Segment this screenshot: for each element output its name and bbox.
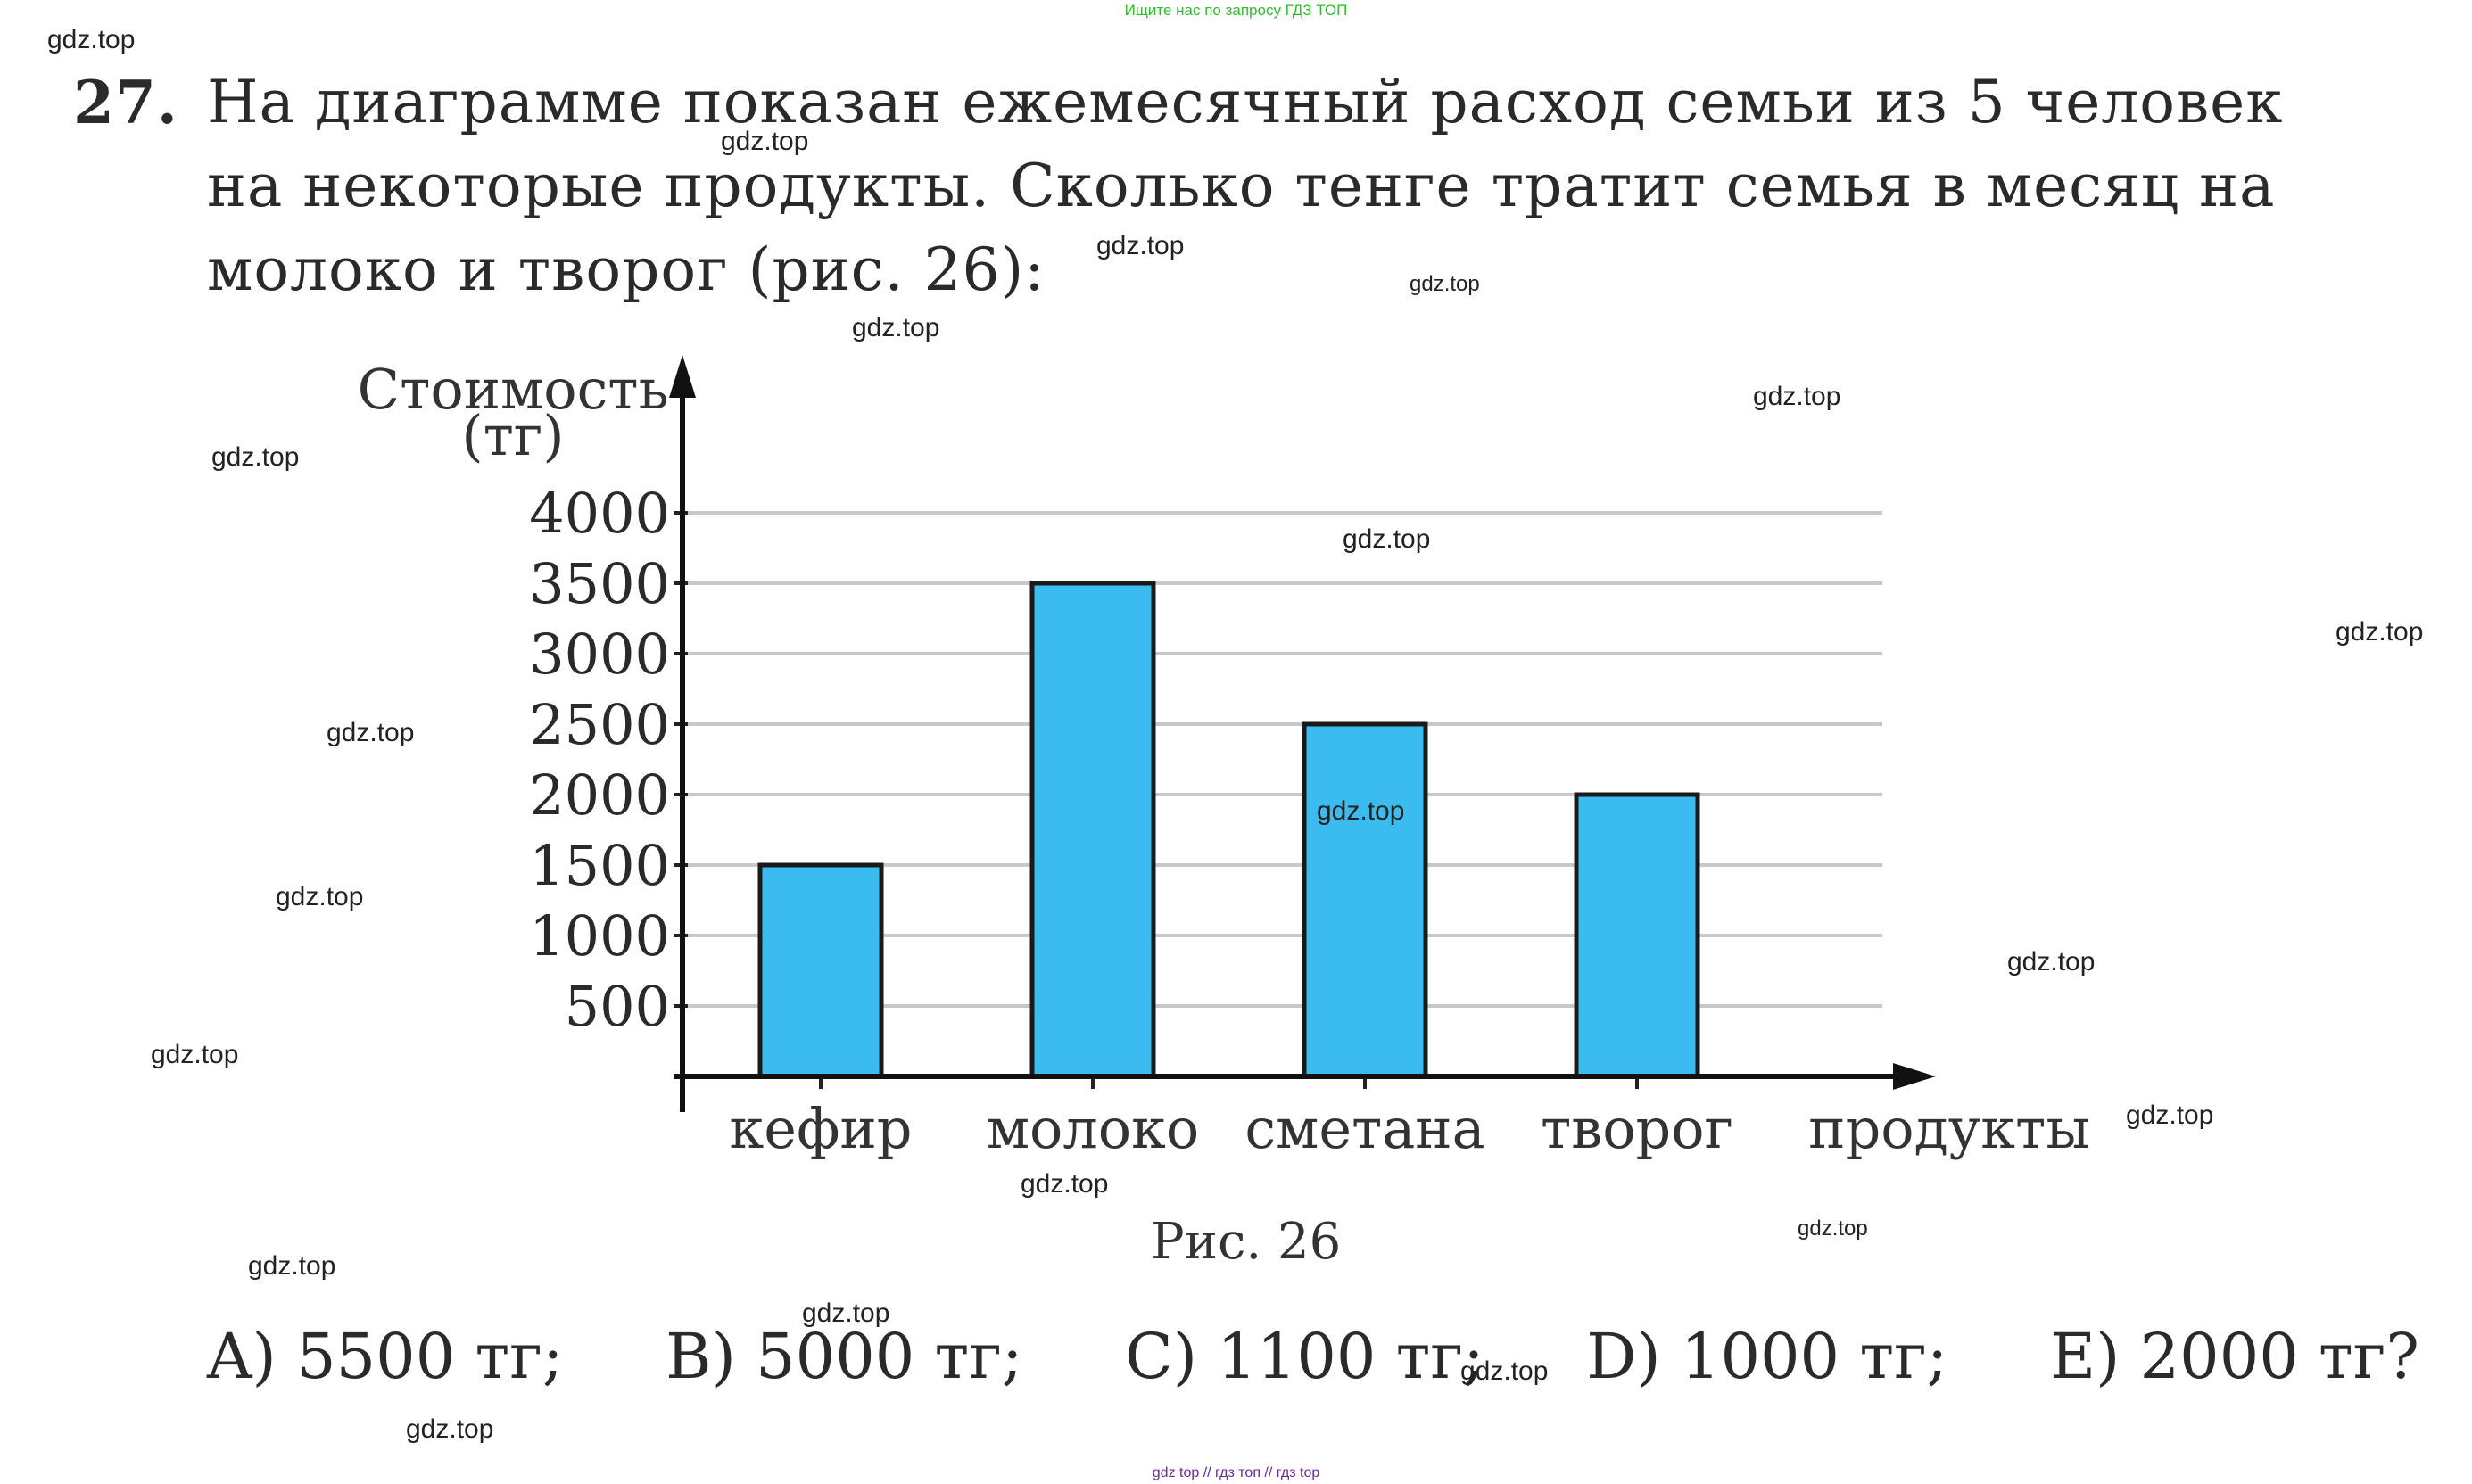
bar xyxy=(1574,792,1700,1079)
answer-option-c: C) 1100 тг; xyxy=(1125,1320,1484,1393)
y-axis-label: Стоимость xyxy=(358,357,669,422)
watermark: gdz.top xyxy=(1460,1356,1549,1386)
answer-options: A) 5500 тг; B) 5000 тг; C) 1100 тг; D) 1… xyxy=(207,1320,2419,1393)
y-tick-label: 2500 xyxy=(529,692,670,757)
watermark: gdz.top xyxy=(1096,231,1185,260)
y-tick-label: 1500 xyxy=(529,833,670,898)
bar xyxy=(1302,721,1428,1079)
watermark: gdz.top xyxy=(802,1298,890,1328)
x-axis-label: продукты xyxy=(1808,1096,2089,1161)
watermark: gdz.top xyxy=(406,1414,494,1444)
watermark: gdz.top xyxy=(276,882,364,911)
bar xyxy=(757,862,884,1079)
watermark: gdz.top xyxy=(248,1251,336,1281)
x-tick-label: сметана xyxy=(1244,1096,1484,1161)
y-tick-label: 3000 xyxy=(529,622,670,687)
answer-option-a: A) 5500 тг; xyxy=(207,1320,564,1393)
problem-text-line-3: молоко и творог (рис. 26): xyxy=(207,235,1046,304)
bottom-banner: gdz top // гдз топ // гдз top xyxy=(1152,1465,1320,1480)
watermark: gdz.top xyxy=(47,25,136,54)
watermark: gdz.top xyxy=(1343,524,1431,554)
watermark: gdz.top xyxy=(2126,1101,2214,1130)
y-tick-label: 3500 xyxy=(529,551,670,616)
problem-statement: 27. На диаграмме показан ежемесячный рас… xyxy=(73,61,2428,304)
watermark: gdz.top xyxy=(1798,1216,1868,1241)
x-axis-arrow xyxy=(1893,1063,1936,1090)
watermark: gdz.top xyxy=(1317,796,1405,826)
x-tick-label: кефир xyxy=(730,1096,913,1161)
watermark: gdz.top xyxy=(1753,382,1841,411)
problem-text-line-1: На диаграмме показан ежемесячный расход … xyxy=(207,68,2284,136)
top-banner: Ищите нас по запросу ГДЗ ТОП xyxy=(1124,2,1348,19)
watermark: gdz.top xyxy=(721,127,809,156)
watermark: gdz.top xyxy=(1410,272,1480,296)
y-tick-label: 1000 xyxy=(529,903,670,969)
watermark: gdz.top xyxy=(1021,1169,1109,1199)
y-axis-label: (тг) xyxy=(461,403,564,468)
problem-text-line-2: на некоторые продукты. Сколько тенге тра… xyxy=(207,152,2276,220)
watermark: gdz.top xyxy=(2007,947,2096,977)
y-tick-label: 4000 xyxy=(529,481,670,546)
y-tick-label: 2000 xyxy=(529,763,670,828)
x-tick-label: творог xyxy=(1541,1096,1733,1161)
watermark: gdz.top xyxy=(151,1040,239,1069)
watermark: gdz.top xyxy=(211,442,300,472)
watermark: gdz.top xyxy=(327,718,415,747)
y-tick-label: 500 xyxy=(565,974,670,1039)
x-tick-label: молоко xyxy=(987,1096,1199,1161)
answer-option-e: E) 2000 тг? xyxy=(2049,1320,2419,1393)
watermark: gdz.top xyxy=(852,313,940,342)
answer-option-b: B) 5000 тг; xyxy=(666,1320,1023,1393)
watermark: gdz.top xyxy=(2336,617,2424,647)
y-axis-arrow xyxy=(669,355,696,398)
figure-caption: Рис. 26 xyxy=(1151,1213,1342,1271)
problem-number: 27. xyxy=(73,68,178,137)
answer-option-d: D) 1000 тг; xyxy=(1586,1320,1948,1393)
bar xyxy=(1029,581,1156,1079)
